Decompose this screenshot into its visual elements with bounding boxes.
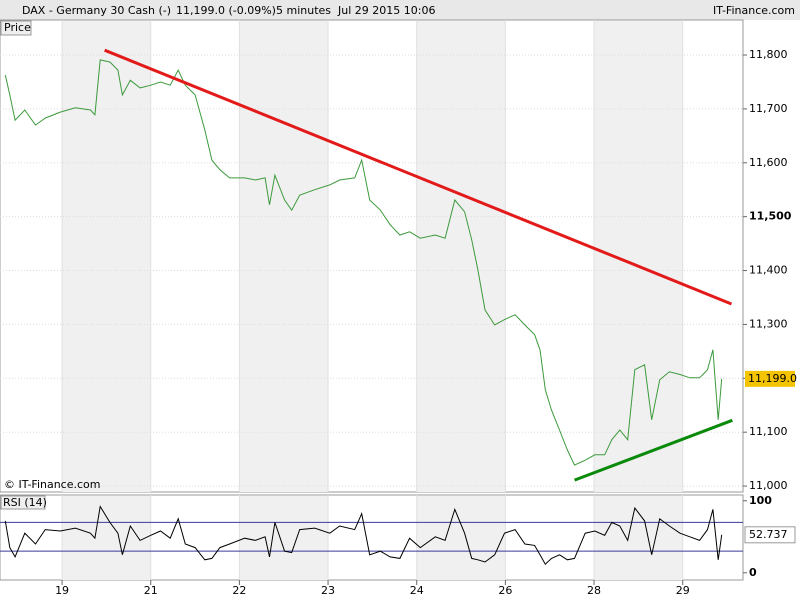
y-tick-label: 11,700 [749,102,788,115]
session-band [62,496,151,580]
x-tick-label: 21 [144,584,158,597]
pane-title: Price [4,21,31,34]
x-tick-label: 23 [321,584,335,597]
x-tick-label: 22 [232,584,246,597]
y-tick-label: 11,100 [749,425,788,438]
rsi-marker [744,526,796,544]
y-tick-label: 11,300 [749,317,788,330]
watermark: © IT-Finance.com [4,478,101,491]
brand: IT-Finance.com [713,4,795,17]
rsi-marker-label: 52.737 [749,528,788,541]
trendline [574,418,733,482]
instrument: DAX - Germany 30 Cash (-) [22,4,171,17]
y-tick-label: 11,400 [749,264,788,277]
session-band [239,21,329,492]
price-marker [745,370,795,387]
y-tick-label: 100 [749,494,772,507]
session-band [239,496,329,580]
y-tick-label: 0 [749,566,757,579]
x-tick-label: 29 [676,584,690,597]
series-line [4,59,723,466]
pane-title: RSI (14) [3,496,47,509]
session-band [594,21,683,492]
timestamp: Jul 29 2015 10:06 [337,4,435,17]
x-tick-label: 24 [410,584,424,597]
session-band [594,496,683,580]
x-tick-label: 28 [587,584,601,597]
x-tick-label: 19 [55,584,69,597]
interval: 5 minutes [276,4,331,17]
y-tick-label: 11,600 [749,156,788,169]
session-band [416,496,506,580]
series-line [4,505,723,565]
pane-title-box [0,20,32,36]
x-tick-label: 26 [498,584,512,597]
y-tick-label: 11,800 [749,48,788,61]
session-band [416,21,506,492]
session-band [62,21,151,492]
header-bar [0,0,800,20]
pane-title-box [0,495,46,510]
y-tick-label: 11,000 [749,479,788,492]
price-marker-label: 11,199.0 [748,372,797,385]
y-tick-label: 11,500 [749,210,792,223]
quote: 11,199.0 (-0.09%) [176,4,276,17]
trendline [104,48,733,306]
